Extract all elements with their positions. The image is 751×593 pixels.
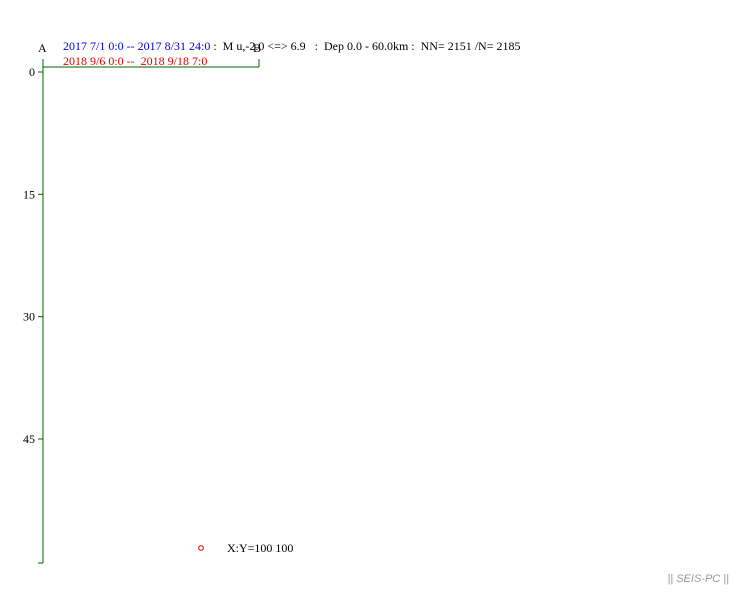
header-line-1: 2017 7/1 0:0 -- 2017 8/31 24:0 : M u,-2.…: [57, 25, 521, 53]
scale-symbol: [198, 545, 204, 551]
depth-tick-label: 30: [23, 310, 35, 324]
scale-label: X:Y=100 100: [227, 541, 294, 555]
endpoint-b-label: B: [253, 41, 262, 55]
depth-tick-label: 45: [23, 432, 35, 446]
query-summary: : M u,-2.0 <=> 6.9 : Dep 0.0 - 60.0km : …: [210, 39, 521, 53]
blue-period-label: 2017 7/1 0:0 -- 2017 8/31 24:0: [63, 39, 211, 53]
depth-tick-label: 0: [29, 65, 35, 79]
endpoint-a-label: A: [38, 41, 47, 55]
red-period-label: 2018 9/6 0:0 -- 2018 9/18 7:0: [63, 54, 208, 68]
footer-brand: || SEIS-PC ||: [667, 573, 729, 585]
header-line-2: 2018 9/6 0:0 -- 2018 9/18 7:0: [57, 40, 207, 68]
depth-tick-label: 15: [23, 187, 35, 201]
